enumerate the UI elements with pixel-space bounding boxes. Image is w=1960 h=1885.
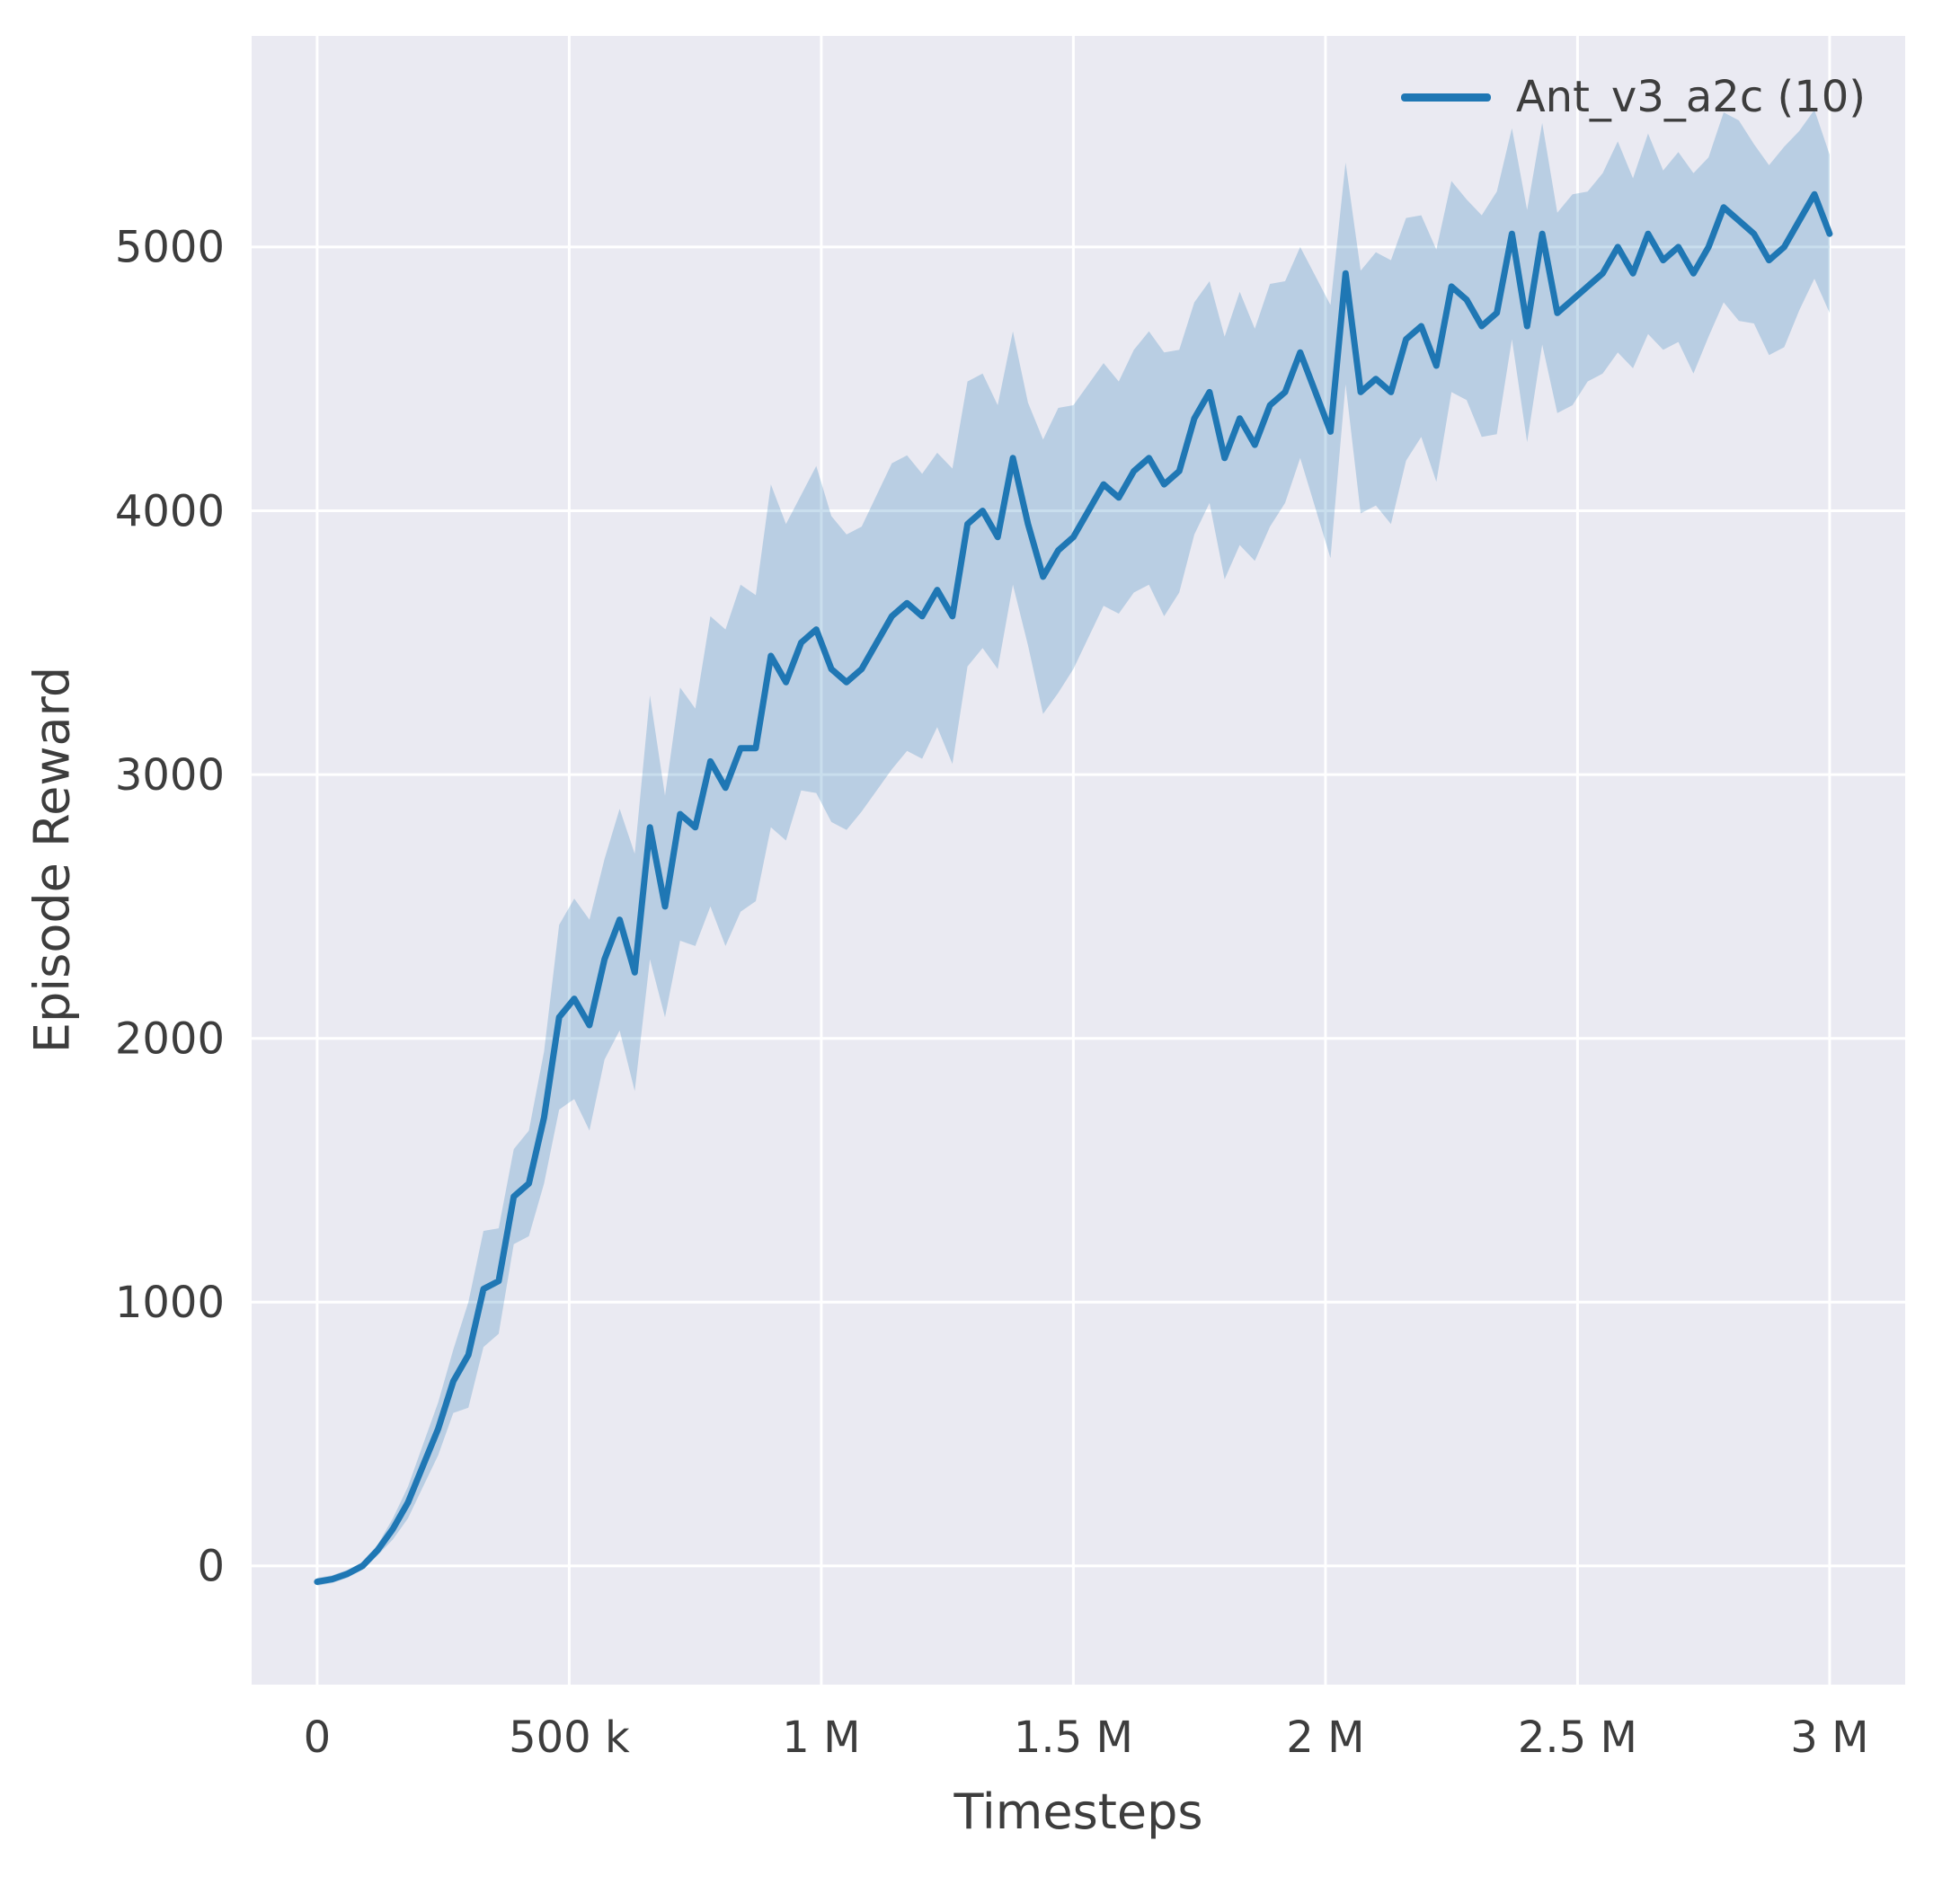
y-tick-label: 0 (197, 1542, 225, 1592)
x-tick-label: 3 M (1790, 1712, 1868, 1763)
x-tick-label: 500 k (509, 1712, 630, 1763)
x-tick-label: 2.5 M (1518, 1712, 1637, 1763)
mean-line (314, 190, 1833, 1585)
y-tick-label: 2000 (115, 1014, 225, 1065)
legend-line-swatch (1400, 93, 1491, 102)
y-tick-label: 4000 (115, 486, 225, 536)
y-tick-label: 3000 (115, 750, 225, 801)
y-tick-label: 1000 (115, 1278, 225, 1328)
y-tick-label: 5000 (115, 223, 225, 273)
x-tick-label: 0 (304, 1712, 332, 1763)
x-tick-label: 1.5 M (1014, 1712, 1133, 1763)
legend: Ant_v3_a2c (10) (1400, 72, 1866, 122)
confidence-band (316, 110, 1830, 1586)
x-axis-label: Timesteps (953, 1783, 1203, 1840)
y-axis-label: Episode Reward (23, 666, 81, 1054)
plot-background (252, 36, 1905, 1685)
legend-label: Ant_v3_a2c (10) (1515, 72, 1866, 122)
x-tick-label: 1 M (782, 1712, 860, 1763)
x-tick-label: 2 M (1286, 1712, 1364, 1763)
